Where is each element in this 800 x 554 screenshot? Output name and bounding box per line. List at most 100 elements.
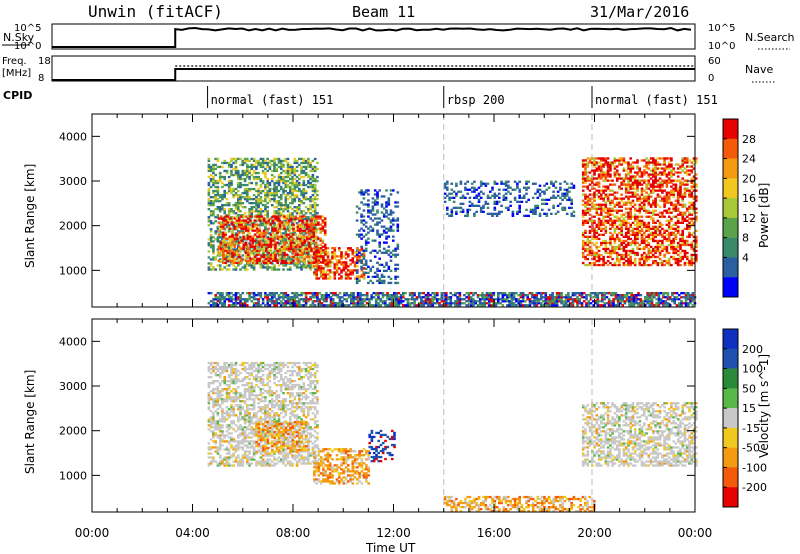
heatmap-cell: [314, 231, 318, 234]
heatmap-cell: [695, 217, 698, 220]
heatmap-cell: [466, 212, 469, 215]
heatmap-cell: [627, 237, 630, 241]
heatmap-cell: [586, 199, 590, 202]
heatmap-cell: [318, 292, 321, 295]
heatmap-cell: [358, 255, 361, 258]
heatmap-cell: [622, 221, 626, 224]
heatmap-cell: [234, 266, 238, 269]
heatmap-cell: [527, 186, 530, 189]
heatmap-cell: [491, 186, 494, 189]
heatmap-cell: [240, 261, 243, 264]
heatmap-cell: [559, 196, 562, 199]
heatmap-cell: [230, 300, 233, 303]
heatmap-cell: [638, 247, 642, 251]
heatmap-cell: [611, 193, 614, 196]
heatmap-cell: [473, 204, 476, 207]
heatmap-cell: [291, 198, 294, 201]
heatmap-cell: [291, 167, 294, 171]
heatmap-cell: [221, 206, 224, 209]
heatmap-cell: [667, 259, 671, 263]
heatmap-cell: [392, 223, 395, 226]
heatmap-cell: [695, 239, 698, 243]
heatmap-cell: [293, 177, 297, 181]
heatmap-cell: [604, 189, 608, 192]
heatmap-cell: [311, 187, 315, 191]
heatmap-cell: [209, 179, 213, 183]
heatmap-cell: [624, 255, 628, 259]
heatmap-cell: [672, 241, 675, 245]
heatmap-cell: [611, 247, 614, 251]
heatmap-cell: [672, 257, 675, 261]
heatmap-cell: [327, 304, 330, 307]
heatmap-cell: [238, 221, 241, 224]
heatmap-cell: [247, 251, 250, 254]
heatmap-cell: [311, 226, 315, 229]
heatmap-cell: [273, 206, 276, 209]
heatmap-cell: [647, 237, 651, 241]
heatmap-cell: [230, 173, 233, 177]
heatmap-cell: [597, 213, 601, 216]
heatmap-cell: [638, 261, 642, 265]
heatmap-cell: [277, 175, 281, 179]
heatmap-cell: [264, 240, 267, 243]
heatmap-cell: [232, 248, 235, 251]
heatmap-cell: [446, 212, 449, 215]
heatmap-cell: [294, 253, 298, 256]
heatmap-cell: [356, 298, 360, 301]
heatmap-cell: [259, 183, 263, 187]
heatmap-cell: [459, 190, 463, 193]
heatmap-cell: [293, 206, 297, 209]
heatmap-cell: [593, 163, 596, 166]
heatmap-cell: [613, 215, 617, 218]
heatmap-cell: [257, 159, 260, 163]
heatmap-cell: [248, 264, 251, 267]
heatmap-cell: [270, 177, 274, 181]
heatmap-cell: [690, 195, 694, 198]
heatmap-cell: [239, 173, 242, 177]
heatmap-cell: [304, 159, 308, 163]
heatmap-cell: [284, 206, 288, 209]
heatmap-cell: [304, 173, 308, 177]
heatmap-cell: [600, 209, 603, 212]
heatmap-cell: [209, 228, 213, 231]
heatmap-cell: [207, 165, 211, 169]
heatmap-cell: [656, 173, 660, 176]
heatmap-cell: [674, 183, 678, 186]
heatmap-cell: [581, 219, 585, 222]
heatmap-cell: [633, 219, 637, 222]
heatmap-cell: [627, 165, 630, 168]
heatmap-cell: [606, 209, 610, 212]
heatmap-cell: [238, 225, 241, 228]
heatmap-cell: [286, 268, 290, 271]
heatmap-cell: [219, 241, 223, 244]
heatmap-cell: [629, 225, 632, 228]
heatmap-cell: [270, 302, 274, 305]
heatmap-cell: [633, 179, 637, 182]
heatmap-cell: [600, 197, 603, 200]
heatmap-cell: [345, 292, 349, 295]
heatmap-cell: [356, 275, 359, 278]
heatmap-cell: [302, 202, 306, 205]
heatmap-cell: [255, 202, 258, 205]
heatmap-cell: [600, 211, 603, 214]
heatmap-cell: [649, 161, 653, 164]
heatmap-cell: [466, 214, 469, 217]
heatmap-cell: [656, 219, 660, 222]
heatmap-cell: [278, 255, 282, 258]
heatmap-cell: [382, 213, 386, 216]
heatmap-cell: [309, 169, 312, 173]
heatmap-cell: [611, 237, 614, 241]
heatmap-cell: [681, 213, 684, 216]
heatmap-cell: [295, 185, 299, 189]
heatmap-cell: [253, 245, 257, 248]
heatmap-cell: [284, 159, 288, 163]
heatmap-cell: [333, 273, 337, 276]
heatmap-cell: [261, 302, 265, 305]
heatmap-cell: [629, 241, 632, 245]
heatmap-cell: [326, 251, 330, 254]
heatmap-cell: [688, 263, 691, 267]
heatmap-cell: [690, 243, 694, 247]
heatmap-cell: [645, 187, 648, 190]
heatmap-cell: [309, 185, 312, 189]
heatmap-cell: [597, 207, 601, 210]
